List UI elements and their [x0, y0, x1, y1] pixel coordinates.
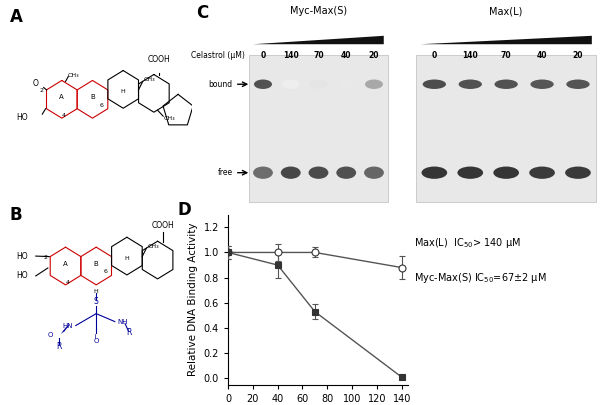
Text: 140: 140 — [283, 51, 299, 60]
Text: Myc-Max(S): Myc-Max(S) — [290, 6, 347, 16]
Ellipse shape — [565, 166, 591, 179]
Text: 0: 0 — [432, 51, 437, 60]
Text: CH₃: CH₃ — [143, 77, 155, 82]
Text: free: free — [218, 168, 233, 177]
Text: H: H — [121, 89, 125, 94]
Text: 70: 70 — [313, 51, 324, 60]
Text: 140: 140 — [463, 51, 478, 60]
Text: A: A — [59, 94, 64, 100]
Text: CH₃: CH₃ — [163, 116, 175, 121]
Ellipse shape — [457, 166, 483, 179]
Text: 70: 70 — [501, 51, 511, 60]
Polygon shape — [421, 36, 592, 44]
Text: bound: bound — [209, 80, 233, 89]
Text: Max(L)  IC$_{50}$> 140 μM: Max(L) IC$_{50}$> 140 μM — [414, 236, 521, 250]
Ellipse shape — [310, 79, 328, 89]
Text: 40: 40 — [537, 51, 547, 60]
Text: A: A — [63, 261, 68, 267]
Ellipse shape — [493, 166, 519, 179]
Text: R: R — [56, 342, 62, 351]
Ellipse shape — [337, 166, 356, 179]
Text: 2: 2 — [44, 255, 48, 260]
Text: 2: 2 — [40, 88, 43, 93]
Ellipse shape — [422, 79, 446, 89]
Text: B: B — [90, 94, 95, 100]
Text: CH₃: CH₃ — [67, 73, 79, 78]
Ellipse shape — [364, 166, 384, 179]
Y-axis label: Relative DNA Binding Activity: Relative DNA Binding Activity — [188, 223, 198, 377]
Text: CH₃: CH₃ — [148, 244, 159, 249]
Ellipse shape — [422, 166, 447, 179]
Text: R: R — [126, 328, 131, 337]
Text: O: O — [94, 339, 99, 344]
Ellipse shape — [529, 166, 555, 179]
Text: HO: HO — [17, 113, 28, 121]
Text: HO: HO — [17, 252, 28, 260]
Text: D: D — [178, 201, 191, 219]
Text: 6: 6 — [104, 269, 107, 275]
Bar — [249, 55, 388, 202]
Ellipse shape — [494, 79, 518, 89]
Text: O: O — [32, 79, 38, 88]
Ellipse shape — [365, 79, 383, 89]
Text: 20: 20 — [573, 51, 583, 60]
Text: B: B — [10, 207, 22, 224]
Text: 0: 0 — [260, 51, 266, 60]
Text: S: S — [94, 297, 98, 306]
Text: H: H — [125, 256, 129, 260]
Ellipse shape — [566, 79, 590, 89]
Text: 4: 4 — [65, 280, 70, 286]
Text: C: C — [196, 4, 208, 22]
Text: O: O — [48, 333, 53, 339]
Text: B: B — [94, 261, 98, 267]
Text: NH: NH — [118, 319, 128, 324]
Text: 20: 20 — [369, 51, 379, 60]
Text: COOH: COOH — [152, 221, 175, 230]
Ellipse shape — [254, 79, 272, 89]
Text: Max(L): Max(L) — [490, 6, 523, 16]
Text: 4: 4 — [62, 113, 65, 118]
Polygon shape — [253, 36, 384, 44]
Ellipse shape — [458, 79, 482, 89]
Text: HO: HO — [17, 271, 28, 280]
Text: 40: 40 — [341, 51, 352, 60]
Ellipse shape — [282, 79, 300, 89]
Text: HN: HN — [62, 322, 73, 328]
Text: COOH: COOH — [148, 55, 171, 64]
Ellipse shape — [253, 166, 273, 179]
Ellipse shape — [308, 166, 328, 179]
Text: Myc-Max(S) IC$_{50}$=67±2 μM: Myc-Max(S) IC$_{50}$=67±2 μM — [414, 271, 547, 286]
Text: A: A — [10, 8, 23, 26]
Bar — [416, 55, 596, 202]
Text: Celastrol (µM): Celastrol (µM) — [191, 51, 245, 60]
Text: 6: 6 — [100, 103, 104, 108]
Ellipse shape — [281, 166, 301, 179]
Text: H: H — [94, 289, 98, 294]
Ellipse shape — [530, 79, 554, 89]
Ellipse shape — [337, 79, 355, 89]
